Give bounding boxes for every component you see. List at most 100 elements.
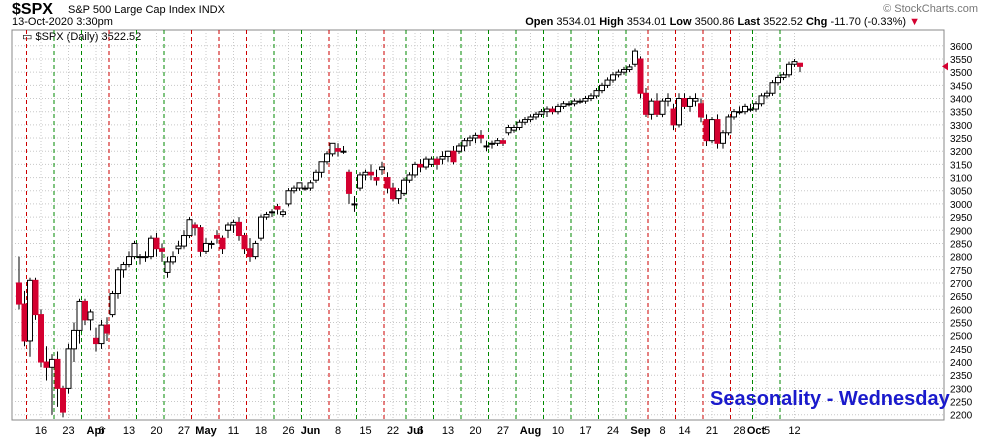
candle-up bbox=[362, 171, 369, 176]
candle-up bbox=[137, 256, 143, 259]
candle-up bbox=[483, 145, 490, 148]
candle-down bbox=[236, 221, 242, 237]
plot-frame bbox=[11, 29, 945, 421]
candle-up bbox=[604, 79, 611, 86]
candle-up bbox=[401, 179, 407, 194]
candle-up bbox=[461, 140, 468, 147]
candle-up bbox=[142, 256, 149, 259]
candle-up bbox=[731, 111, 737, 118]
chg-down-icon: ▼ bbox=[909, 16, 920, 28]
candle-up bbox=[109, 293, 116, 316]
candle-down bbox=[274, 206, 281, 210]
candle-up bbox=[351, 203, 358, 206]
candle-up bbox=[588, 95, 594, 100]
x-tick-label: 13 bbox=[442, 425, 454, 437]
candle-up bbox=[280, 211, 286, 215]
last-label: Last bbox=[737, 16, 761, 28]
candle-up bbox=[131, 242, 138, 258]
candle-down bbox=[643, 92, 649, 115]
x-tick-label: Jul bbox=[407, 425, 423, 437]
candle-down bbox=[43, 361, 50, 368]
candle-up bbox=[709, 119, 715, 142]
candle-up bbox=[775, 76, 781, 84]
candle-up bbox=[120, 264, 127, 271]
candle-up bbox=[406, 174, 413, 181]
candle-up bbox=[65, 348, 72, 389]
candle-down bbox=[335, 148, 341, 152]
candle-down bbox=[32, 279, 39, 316]
x-tick-label: Sep bbox=[630, 425, 650, 437]
candle-up bbox=[648, 100, 655, 115]
legend-label: $SPX (Daily) 3522.52 bbox=[35, 31, 142, 43]
y-tick-label: 3550 bbox=[950, 55, 973, 66]
y-tick-label: 3600 bbox=[950, 42, 973, 53]
x-tick-label: Apr bbox=[87, 425, 107, 437]
x-tick-label: 12 bbox=[788, 425, 800, 437]
candle-up bbox=[313, 171, 319, 181]
candle-down bbox=[434, 158, 440, 165]
candle-up bbox=[439, 155, 446, 160]
candle-up bbox=[296, 182, 303, 189]
candle-up bbox=[599, 84, 605, 92]
candle-up bbox=[412, 163, 418, 176]
x-tick-label: 20 bbox=[150, 425, 162, 437]
candle-up bbox=[769, 82, 776, 94]
candle-down bbox=[219, 237, 226, 250]
candle-up bbox=[285, 190, 292, 205]
legend-candle-icon: ▭ bbox=[22, 31, 33, 43]
x-tick-label: 16 bbox=[35, 425, 47, 437]
candle-up bbox=[758, 95, 765, 105]
candle-up bbox=[593, 90, 600, 97]
quote-summary: Open 3534.01 High 3534.01 Low 3500.86 La… bbox=[525, 16, 920, 28]
x-tick-label: 8 bbox=[659, 425, 665, 437]
candle-down bbox=[390, 187, 396, 200]
candle-up bbox=[527, 116, 534, 121]
y-tick-label: 2550 bbox=[950, 319, 973, 330]
candle-down bbox=[159, 248, 165, 252]
candle-down bbox=[82, 300, 88, 321]
candle-down bbox=[241, 235, 248, 250]
candle-up bbox=[379, 166, 385, 171]
candle-down bbox=[346, 171, 352, 194]
y-tick-label: 3350 bbox=[950, 108, 973, 119]
candle-up bbox=[27, 279, 33, 342]
candle-down bbox=[368, 171, 374, 176]
candle-up bbox=[318, 161, 325, 173]
x-tick-label: 14 bbox=[678, 425, 690, 437]
candle-up bbox=[115, 269, 121, 295]
candle-down bbox=[450, 150, 457, 163]
candle-up bbox=[324, 153, 330, 163]
candle-up bbox=[544, 108, 550, 113]
x-tick-label: 6 bbox=[417, 425, 423, 437]
candle-up bbox=[538, 111, 545, 115]
low-label: Low bbox=[669, 16, 692, 28]
candle-up bbox=[170, 256, 176, 263]
y-tick-label: 2600 bbox=[950, 305, 973, 316]
y-tick-label: 2750 bbox=[950, 266, 973, 277]
candle-up bbox=[269, 211, 275, 214]
candle-up bbox=[786, 63, 792, 76]
candle-down bbox=[797, 62, 803, 67]
candle-up bbox=[164, 261, 171, 273]
candle-up bbox=[720, 132, 726, 144]
y-tick-label: 3500 bbox=[950, 68, 973, 79]
candle-up bbox=[186, 219, 193, 237]
candle-up bbox=[230, 221, 237, 226]
chart-legend: ▭ $SPX (Daily) 3522.52 bbox=[22, 30, 141, 43]
candle-up bbox=[428, 158, 435, 165]
y-tick-label: 3200 bbox=[950, 147, 973, 158]
brand-label[interactable]: © StockCharts.com bbox=[883, 3, 978, 15]
y-tick-label: 3400 bbox=[950, 95, 973, 106]
candle-up bbox=[148, 237, 154, 258]
candle-down bbox=[16, 282, 22, 305]
candle-up bbox=[560, 103, 567, 107]
y-tick-label: 3000 bbox=[950, 200, 973, 211]
candle-up bbox=[395, 190, 402, 200]
candle-up bbox=[692, 98, 699, 102]
last-value: 3522.52 bbox=[763, 16, 803, 28]
x-tick-label: 24 bbox=[607, 425, 619, 437]
x-tick-label: Oct bbox=[747, 425, 766, 437]
y-tick-label: 2950 bbox=[950, 213, 973, 224]
y-tick-label: 2350 bbox=[950, 371, 973, 382]
candle-down bbox=[21, 303, 28, 342]
